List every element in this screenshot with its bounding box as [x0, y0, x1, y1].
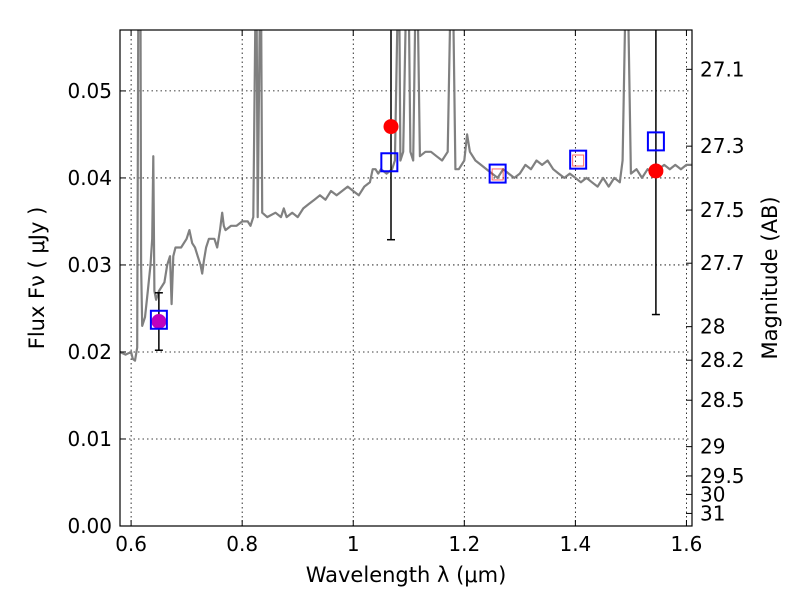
plot-area — [120, 30, 692, 362]
faint-red-square — [572, 154, 585, 167]
y-right-tick-label: 30 — [700, 482, 725, 506]
x-tick-label: 1.6 — [671, 532, 703, 556]
x-tick-label: 1 — [347, 532, 360, 556]
observed-point-red — [648, 163, 664, 179]
y-tick-label: 0.00 — [67, 514, 112, 538]
plot-frame — [119, 29, 693, 527]
observed-point-red — [383, 119, 399, 135]
y-right-tick-label: 27.7 — [700, 251, 745, 275]
y-right-tick-label: 31 — [700, 501, 725, 525]
y-tick-label: 0.02 — [67, 340, 112, 364]
y-right-tick-label: 27.1 — [700, 57, 745, 81]
y-right-tick-label: 28 — [700, 315, 725, 339]
model-photometry-square — [149, 309, 168, 330]
x-tick-label: 0.8 — [226, 532, 258, 556]
x-axis-label: Wavelength λ (μm) — [306, 563, 507, 587]
x-tick-label: 1.2 — [448, 532, 480, 556]
y-right-tick-label: 28.2 — [700, 348, 745, 372]
model-photometry-square — [569, 149, 588, 170]
observed-point-magenta — [151, 314, 167, 330]
y-right-tick-label: 27.5 — [700, 198, 745, 222]
y-right-tick-label: 29.5 — [700, 464, 745, 488]
model-spectrum-line — [120, 30, 692, 362]
model-photometry-square — [380, 152, 399, 173]
faint-red-square — [491, 168, 504, 181]
y-tick-label: 0.01 — [67, 427, 112, 451]
y-axis-label: Flux Fν ( μJy ) — [25, 207, 49, 350]
y-axis-left: 0.00 0.01 0.02 0.03 0.04 0.05 — [67, 79, 126, 538]
model-photometry-square — [646, 131, 665, 152]
model-photometry-square — [488, 163, 507, 184]
y-right-tick-label: 29 — [700, 435, 725, 459]
y-right-tick-label: 27.3 — [700, 134, 745, 158]
x-tick-label: 0.6 — [115, 532, 147, 556]
y-right-tick-label: 28.5 — [700, 388, 745, 412]
y-tick-label: 0.04 — [67, 166, 112, 190]
x-axis: 0.6 0.8 1 1.2 1.4 1.6 — [115, 30, 702, 556]
y-tick-label: 0.03 — [67, 253, 112, 277]
plot-background — [120, 30, 692, 526]
y-tick-label: 0.05 — [67, 79, 112, 103]
x-tick-label: 1.4 — [559, 532, 591, 556]
y-axis-right-label: Magnitude (AB) — [758, 196, 782, 359]
